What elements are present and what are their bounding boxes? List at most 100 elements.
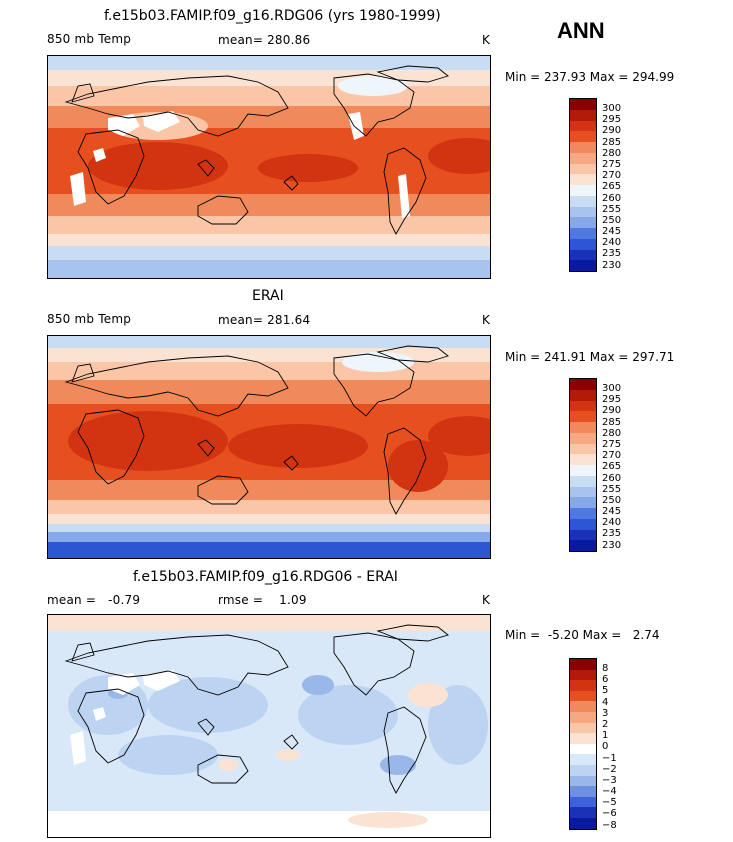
colorbar-label: 250: [602, 494, 622, 506]
colorbar-label: 255: [602, 483, 622, 495]
panel1-colorbar-swatch: [570, 195, 596, 207]
panel3-difference-map: [47, 614, 491, 838]
panel3-colorbar-swatch: [570, 764, 596, 776]
panel3-colorbar-swatch: [570, 817, 596, 829]
colorbar-label: 255: [602, 203, 622, 215]
panel1-colorbar-swatch: [570, 228, 596, 239]
colorbar-label: 3: [602, 707, 609, 719]
panel1-model-temperature-map: [47, 55, 491, 279]
colorbar-label: 245: [602, 506, 622, 518]
panel1-variable: 850 mb Temp: [47, 32, 132, 46]
panel3-rmse: rmse = 1.09: [218, 593, 307, 607]
colorbar-label: 300: [602, 383, 622, 394]
panel1-colorbar-swatch: [570, 109, 596, 121]
panel2-colorbar-swatch: [570, 454, 596, 465]
panel3-colorbar-swatch: [570, 807, 596, 818]
panel2-title: ERAI: [252, 288, 284, 304]
colorbar-label: 260: [602, 472, 622, 484]
colorbar-label: 235: [602, 528, 622, 540]
panel2-colorbar-swatch: [570, 518, 596, 530]
colorbar-label: 290: [602, 125, 622, 137]
colorbar-label: 275: [602, 438, 622, 450]
panel2-colorbar-swatch: [570, 465, 596, 476]
panel2-colorbar-swatch: [570, 475, 596, 487]
panel2-colorbar-swatch: [570, 389, 596, 401]
panel3-colorbar-swatch: [570, 733, 596, 744]
panel1-colorbar-swatch: [570, 152, 596, 164]
panel3-colorbar: [569, 658, 597, 830]
panel1-colorbar-swatch: [570, 174, 596, 185]
panel3-units: K: [482, 593, 491, 607]
panel3-colorbar-swatch: [570, 743, 596, 755]
colorbar-label: −4: [602, 786, 617, 798]
panel1-colorbar-swatch: [570, 185, 596, 196]
panel1-colorbar-swatch: [570, 120, 596, 132]
panel2-map-svg: [48, 336, 490, 558]
colorbar-label: 260: [602, 192, 622, 204]
panel3-mean: mean = -0.79: [47, 593, 141, 607]
panel3-title: f.e15b03.FAMIP.f09_g16.RDG06 - ERAI: [133, 569, 398, 585]
colorbar-label: 235: [602, 248, 622, 260]
colorbar-label: 240: [602, 237, 622, 249]
panel2-colorbar-swatch: [570, 497, 596, 508]
panel1-colorbar-swatch: [570, 131, 596, 142]
panel1-colorbar-swatch: [570, 163, 596, 175]
panel1-colorbar-swatch: [570, 99, 596, 110]
panel3-colorbar-swatch: [570, 775, 596, 787]
panel3-colorbar-swatch: [570, 722, 596, 734]
panel2-colorbar-swatch: [570, 486, 596, 498]
panel2-colorbar-swatch: [570, 432, 596, 444]
colorbar-label: −3: [602, 774, 617, 786]
colorbar-label: −5: [602, 797, 617, 809]
colorbar-label: 275: [602, 158, 622, 170]
panel3-colorbar-labels: 8 6 5 4 3 2 1 0 −1 −2 −3 −4 −5 −6 −8: [602, 663, 617, 831]
panel1-colorbar: [569, 98, 597, 272]
panel3-colorbar-swatch: [570, 669, 596, 681]
colorbar-label: 285: [602, 416, 622, 428]
colorbar-label: 245: [602, 226, 622, 238]
colorbar-label: −6: [602, 808, 617, 820]
colorbar-label: 1: [602, 730, 609, 742]
colorbar-label: 270: [602, 170, 622, 182]
panel3-colorbar-swatch: [570, 786, 596, 797]
panel1-minmax: Min = 237.93 Max = 294.99: [505, 70, 675, 84]
panel3-map-svg: [48, 615, 490, 837]
colorbar-label: 265: [602, 461, 622, 473]
colorbar-label: 295: [602, 394, 622, 406]
panel3-colorbar-swatch: [570, 711, 596, 723]
panel2-colorbar-swatch: [570, 411, 596, 422]
panel2-colorbar-swatch: [570, 400, 596, 412]
panel1-colorbar-labels: 300 295 290 285 280 275 270 265 260 255 …: [602, 103, 621, 271]
panel2-colorbar-swatch: [570, 508, 596, 519]
colorbar-label: 2: [602, 718, 609, 730]
colorbar-label: 290: [602, 405, 622, 417]
colorbar-label: 8: [602, 663, 609, 674]
panel1-map-svg: [48, 56, 490, 278]
colorbar-label: 250: [602, 214, 622, 226]
colorbar-label: 240: [602, 517, 622, 529]
panel1-colorbar-swatch: [570, 238, 596, 250]
panel1-title: f.e15b03.FAMIP.f09_g16.RDG06 (yrs 1980-1…: [104, 8, 441, 24]
panel1-units: K: [482, 33, 491, 47]
panel2-colorbar: [569, 378, 597, 552]
panel2-minmax: Min = 241.91 Max = 297.71: [505, 350, 675, 364]
panel2-erai-temperature-map: [47, 335, 491, 559]
panel1-colorbar-swatch: [570, 142, 596, 153]
colorbar-label: 280: [602, 147, 622, 159]
panel1-mean: mean= 280.86: [218, 33, 311, 47]
panel2-mean: mean= 281.64: [218, 313, 311, 327]
panel2-colorbar-swatch: [570, 540, 596, 551]
panel3-colorbar-swatch: [570, 754, 596, 765]
colorbar-label: 0: [602, 741, 609, 753]
colorbar-label: 295: [602, 114, 622, 126]
panel3-colorbar-swatch: [570, 796, 596, 808]
season-label: ANN: [557, 18, 605, 43]
panel2-colorbar-swatch: [570, 422, 596, 433]
panel3-colorbar-swatch: [570, 690, 596, 702]
colorbar-label: 6: [602, 674, 609, 686]
panel3-colorbar-swatch: [570, 680, 596, 691]
panel1-colorbar-swatch: [570, 217, 596, 228]
colorbar-label: 280: [602, 427, 622, 439]
panel1-colorbar-swatch: [570, 206, 596, 218]
colorbar-label: 230: [602, 259, 622, 271]
